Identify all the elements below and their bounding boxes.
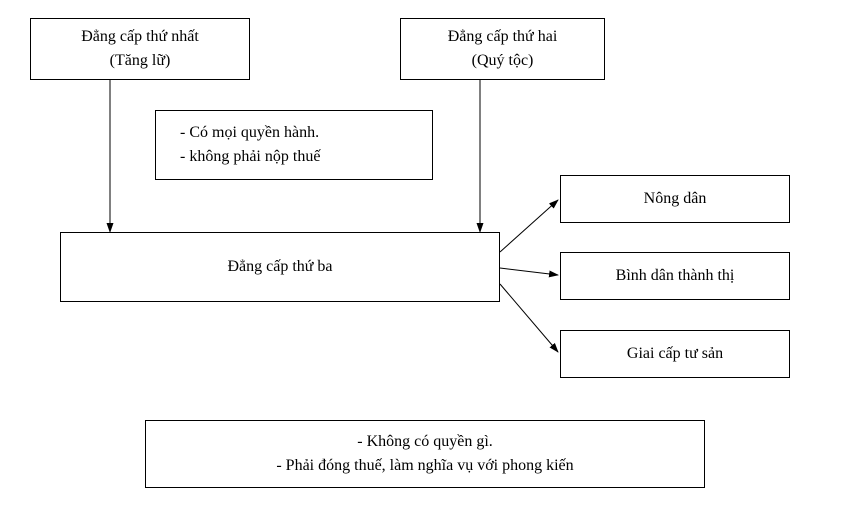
note-top-line2: - không phải nộp thuế [180,145,320,169]
node-note-top: - Có mọi quyền hành. - không phải nộp th… [155,110,433,180]
node-tier2: Đẳng cấp thứ hai (Quý tộc) [400,18,605,80]
node-bourgeois: Giai cấp tư sản [560,330,790,378]
node-tier1: Đẳng cấp thứ nhất (Tăng lữ) [30,18,250,80]
tier1-line1: Đẳng cấp thứ nhất [81,25,199,49]
node-tier3: Đẳng cấp thứ ba [60,232,500,302]
edge-tier3-urban [500,268,558,275]
note-bottom-line1: - Không có quyền gì. [357,430,493,454]
node-urban: Bình dân thành thị [560,252,790,300]
tier1-line2: (Tăng lữ) [110,49,171,73]
node-note-bottom: - Không có quyền gì. - Phải đóng thuế, l… [145,420,705,488]
tier2-line2: (Quý tộc) [472,49,534,73]
urban-line1: Bình dân thành thị [616,264,735,288]
tier2-line1: Đẳng cấp thứ hai [448,25,558,49]
note-top-line1: - Có mọi quyền hành. [180,121,319,145]
bourgeois-line1: Giai cấp tư sản [627,342,723,366]
edge-tier3-bourgeois [500,284,558,352]
note-bottom-line2: - Phải đóng thuế, làm nghĩa vụ với phong… [276,454,573,478]
farmer-line1: Nông dân [644,187,707,211]
edge-tier3-farmer [500,200,558,252]
tier3-line1: Đẳng cấp thứ ba [227,255,332,279]
node-farmer: Nông dân [560,175,790,223]
